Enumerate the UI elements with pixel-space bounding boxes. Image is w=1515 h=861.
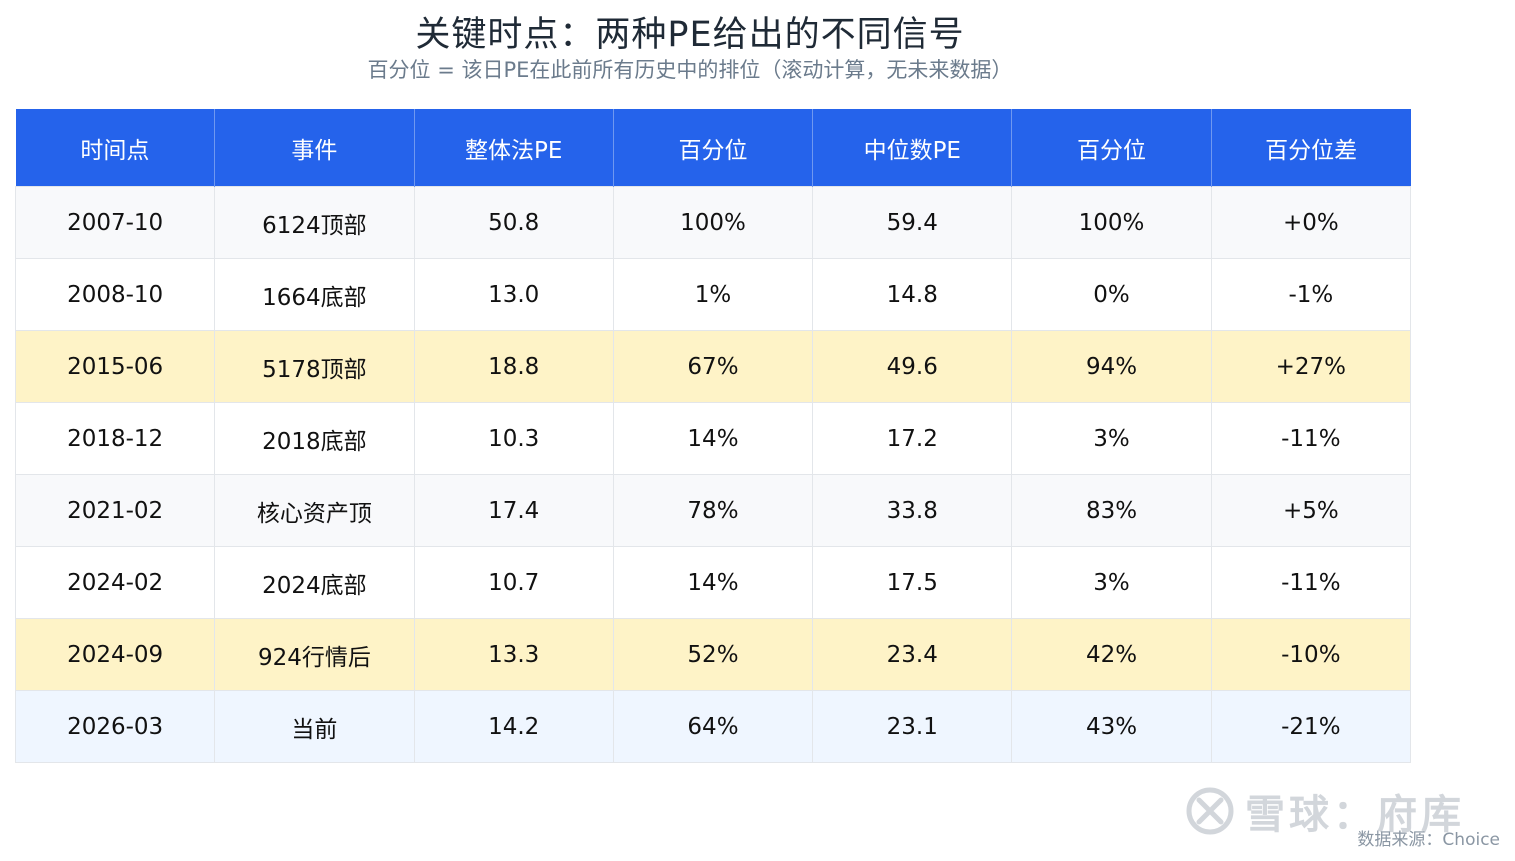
cell-pe-median: 23.1 [812, 690, 1013, 763]
cell-date: 2021-02 [14, 474, 216, 547]
cell-pct-diff: +5% [1210, 474, 1412, 547]
cell-date: 2024-02 [14, 546, 216, 619]
cell-event: 1664底部 [214, 258, 415, 331]
cell-pe-overall: 18.8 [413, 330, 614, 403]
cell-pe-median: 17.5 [812, 546, 1013, 619]
cell-date: 2008-10 [14, 258, 216, 331]
cell-event: 5178顶部 [214, 330, 415, 403]
cell-date: 2026-03 [14, 690, 216, 763]
cell-pe-median: 17.2 [812, 402, 1013, 475]
cell-pct-overall: 14% [612, 402, 814, 475]
cell-pct-median: 0% [1011, 258, 1212, 331]
header-pct-overall: 百分位 [613, 109, 814, 187]
chart-subtitle: 百分位 = 该日PE在此前所有历史中的排位（滚动计算，无未来数据） [367, 58, 1013, 82]
cell-event: 2024底部 [214, 546, 415, 619]
cell-date: 2024-09 [14, 618, 216, 691]
cell-pe-median: 59.4 [812, 186, 1013, 259]
header-date: 时间点 [15, 109, 216, 187]
cell-pe-median: 23.4 [812, 618, 1013, 691]
cell-event: 2018底部 [214, 402, 415, 475]
header-pe-median: 中位数PE [812, 109, 1013, 187]
header-pct-diff: 百分位差 [1211, 109, 1411, 187]
table-header-row: 时间点 事件 整体法PE 百分位 中位数PE 百分位 百分位差 [15, 109, 1411, 187]
snowball-logo-icon [1185, 786, 1235, 836]
chart-title: 关键时点：两种PE给出的不同信号 [415, 15, 965, 55]
cell-pct-diff: -21% [1210, 690, 1412, 763]
cell-pct-overall: 14% [612, 546, 814, 619]
cell-pe-overall: 10.7 [413, 546, 614, 619]
cell-pct-diff: -11% [1210, 546, 1412, 619]
cell-date: 2007-10 [14, 186, 216, 259]
table-row: 2018-12 2018底部 10.3 14% 17.2 3% -11% [14, 402, 1412, 475]
cell-pct-diff: -10% [1210, 618, 1412, 691]
cell-event: 核心资产顶 [214, 474, 415, 547]
table-row: 2026-03 当前 14.2 64% 23.1 43% -21% [14, 690, 1412, 763]
table-row: 2024-09 924行情后 13.3 52% 23.4 42% -10% [14, 618, 1412, 691]
pe-comparison-table: 时间点 事件 整体法PE 百分位 中位数PE 百分位 百分位差 2007-10 6… [14, 109, 1412, 763]
cell-pct-median: 94% [1011, 330, 1212, 403]
cell-pe-overall: 50.8 [413, 186, 614, 259]
cell-pct-median: 3% [1011, 402, 1212, 475]
watermark-text: 雪球：府库 [1245, 792, 1465, 838]
header-pe-overall: 整体法PE [414, 109, 614, 187]
cell-pct-median: 100% [1011, 186, 1212, 259]
cell-pct-overall: 64% [612, 690, 814, 763]
table-row: 2008-10 1664底部 13.0 1% 14.8 0% -1% [14, 258, 1412, 331]
watermark: 雪球：府库 [1185, 782, 1465, 840]
table-body: 2007-10 6124顶部 50.8 100% 59.4 100% +0% 2008-10 1… [14, 186, 1412, 763]
table-row: 2024-02 2024底部 10.7 14% 17.5 3% -11% [14, 546, 1412, 619]
cell-event: 当前 [214, 690, 415, 763]
table-row: 2015-06 5178顶部 18.8 67% 49.6 94% +27% [14, 330, 1412, 403]
cell-date: 2015-06 [14, 330, 216, 403]
cell-pct-overall: 100% [612, 186, 814, 259]
cell-pe-overall: 10.3 [413, 402, 614, 475]
cell-pct-overall: 1% [612, 258, 814, 331]
header-pct-median: 百分位 [1011, 109, 1212, 187]
cell-pct-overall: 78% [612, 474, 814, 547]
cell-date: 2018-12 [14, 402, 216, 475]
cell-pct-diff: +27% [1210, 330, 1412, 403]
cell-pct-median: 43% [1011, 690, 1212, 763]
cell-pct-diff: +0% [1210, 186, 1412, 259]
table-row: 2007-10 6124顶部 50.8 100% 59.4 100% +0% [14, 186, 1412, 259]
cell-pe-overall: 17.4 [413, 474, 614, 547]
cell-pct-median: 83% [1011, 474, 1212, 547]
cell-pe-median: 49.6 [812, 330, 1013, 403]
cell-pe-median: 14.8 [812, 258, 1013, 331]
cell-pct-median: 3% [1011, 546, 1212, 619]
cell-pct-median: 42% [1011, 618, 1212, 691]
cell-pct-diff: -1% [1210, 258, 1412, 331]
cell-pct-overall: 52% [612, 618, 814, 691]
data-source: 数据来源：Choice [1357, 830, 1500, 850]
table-row: 2021-02 核心资产顶 17.4 78% 33.8 83% +5% [14, 474, 1412, 547]
cell-event: 924行情后 [214, 618, 415, 691]
cell-pct-diff: -11% [1210, 402, 1412, 475]
cell-pe-overall: 14.2 [413, 690, 614, 763]
cell-event: 6124顶部 [214, 186, 415, 259]
cell-pe-median: 33.8 [812, 474, 1013, 547]
header-event: 事件 [214, 109, 415, 187]
cell-pe-overall: 13.3 [413, 618, 614, 691]
cell-pe-overall: 13.0 [413, 258, 614, 331]
cell-pct-overall: 67% [612, 330, 814, 403]
